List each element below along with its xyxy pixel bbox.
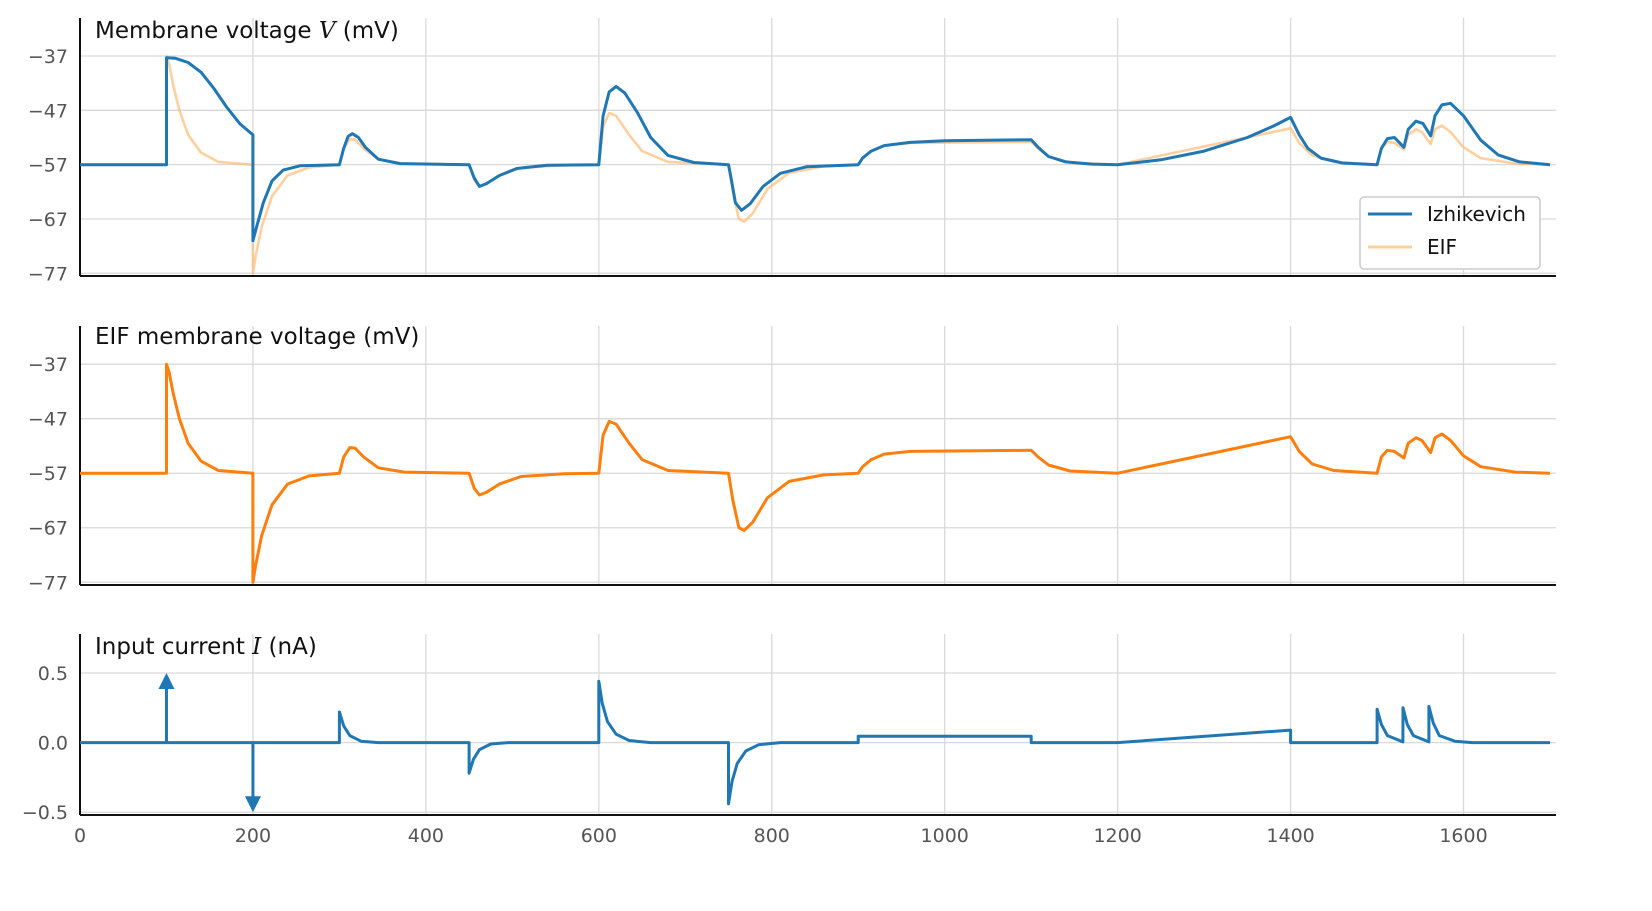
y-tick-label: −37	[28, 354, 68, 376]
y-tick-label: −77	[28, 572, 68, 594]
y-tick-label: −47	[28, 409, 68, 431]
x-tick-label: 600	[581, 825, 617, 847]
y-tick-label: −57	[28, 155, 68, 177]
x-tick-label: 400	[408, 825, 444, 847]
y-tick-label: −67	[28, 518, 68, 540]
panel-title-eif-voltage: EIF membrane voltage (mV)	[95, 324, 419, 350]
x-tick-label: 800	[754, 825, 790, 847]
panel-title-membrane-voltage: Membrane voltage V (mV)	[95, 18, 399, 44]
x-tick-label: 1200	[1093, 825, 1141, 847]
legend-label-eif: EIF	[1427, 235, 1457, 259]
y-tick-label: −47	[28, 100, 68, 122]
input-current-panel: 0.5 0.0 −0.5 0 200 400 600 800 1000 1200 1400 1600 I…	[22, 634, 1556, 847]
y-tick-label: −77	[28, 263, 68, 285]
x-tick-label: 200	[235, 825, 271, 847]
membrane-voltage-panel: −37 −47 −57 −67 −77 Membrane voltage V (mV) I…	[28, 18, 1556, 285]
current-arrow-head-down	[244, 796, 261, 813]
y-tick-label: −67	[28, 209, 68, 231]
eif-voltage-panel: −37 −47 −57 −67 −77 EIF membrane voltage (mV)	[28, 324, 1556, 594]
x-tick-label: 0	[74, 825, 86, 847]
series-line-izhikevich	[80, 56, 1551, 243]
y-tick-label: −57	[28, 463, 68, 485]
y-tick-label: −0.5	[22, 802, 68, 824]
current-arrow-head-up	[158, 672, 175, 689]
legend: Izhikevich EIF	[1359, 196, 1541, 270]
legend-label-izhikevich: Izhikevich	[1427, 202, 1526, 226]
y-tick-label: −37	[28, 46, 68, 68]
series-line-eif-voltage	[80, 362, 1551, 584]
y-tick-label: 0.0	[38, 733, 68, 755]
panel-title-input-current: Input current I (nA)	[95, 634, 317, 660]
series-line-input-current	[80, 679, 1550, 806]
x-tick-label: 1000	[921, 825, 969, 847]
x-tick-label: 1400	[1266, 825, 1314, 847]
x-tick-label: 1600	[1439, 825, 1487, 847]
y-tick-label: 0.5	[38, 663, 68, 685]
